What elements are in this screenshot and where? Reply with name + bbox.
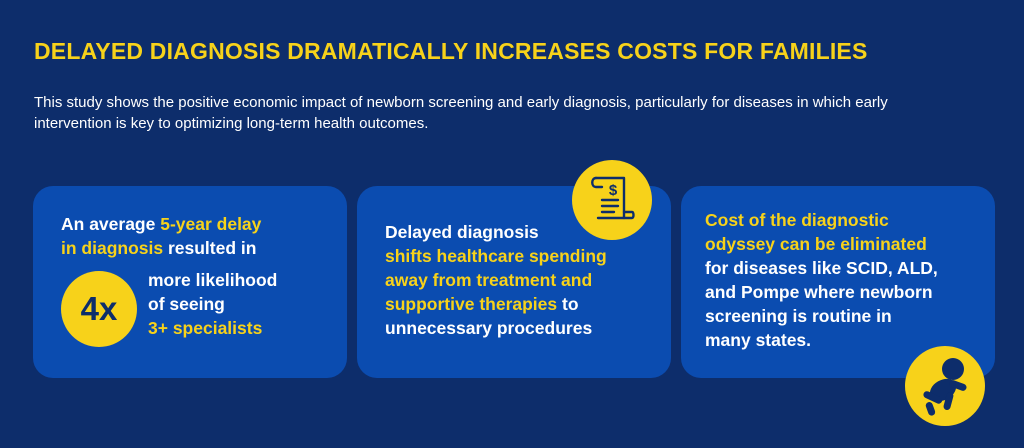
card3-line6: many states. xyxy=(705,330,812,350)
card3-line2: odyssey can be eliminated xyxy=(705,234,927,254)
card2-line3: away from treatment and xyxy=(385,270,593,290)
card3-line1: Cost of the diagnostic xyxy=(705,210,889,230)
card3-line5: screening is routine in xyxy=(705,306,892,326)
card2-line1: Delayed diagnosis xyxy=(385,222,539,242)
card2-text: to xyxy=(557,294,579,314)
card1-line4: of seeing xyxy=(148,294,225,314)
card1-highlight: 5-year delay xyxy=(160,214,262,234)
card2-highlight: supportive therapies xyxy=(385,294,558,314)
receipt-dollar-icon: $ xyxy=(572,160,652,240)
crawling-baby-icon xyxy=(905,346,985,426)
card3-line4: and Pompe where newborn xyxy=(705,282,933,302)
card-cost-elimination: Cost of the diagnostic odyssey can be el… xyxy=(681,186,995,378)
card2-line4: supportive therapies to xyxy=(385,292,579,316)
multiplier-badge: 4x xyxy=(61,271,137,347)
intro-text: This study shows the positive economic i… xyxy=(34,94,888,132)
svg-text:$: $ xyxy=(609,182,618,199)
card1-line2: in diagnosis resulted in xyxy=(61,236,256,260)
card2-line5: unnecessary procedures xyxy=(385,318,593,338)
card3-line3: for diseases like SCID, ALD, xyxy=(705,258,938,278)
page-title: DELAYED DIAGNOSIS DRAMATICALLY INCREASES… xyxy=(34,38,868,64)
card1-highlight: in diagnosis xyxy=(61,238,164,258)
card1-line3: more likelihood xyxy=(148,270,278,290)
card-delay-stat: An average 5-year delay in diagnosis res… xyxy=(33,186,347,378)
card1-line5: 3+ specialists xyxy=(148,318,263,338)
card2-line2: shifts healthcare spending xyxy=(385,246,607,266)
card1-text: An average xyxy=(61,214,161,234)
card1-line1: An average 5-year delay xyxy=(61,212,261,236)
card1-text: resulted in xyxy=(163,238,257,258)
